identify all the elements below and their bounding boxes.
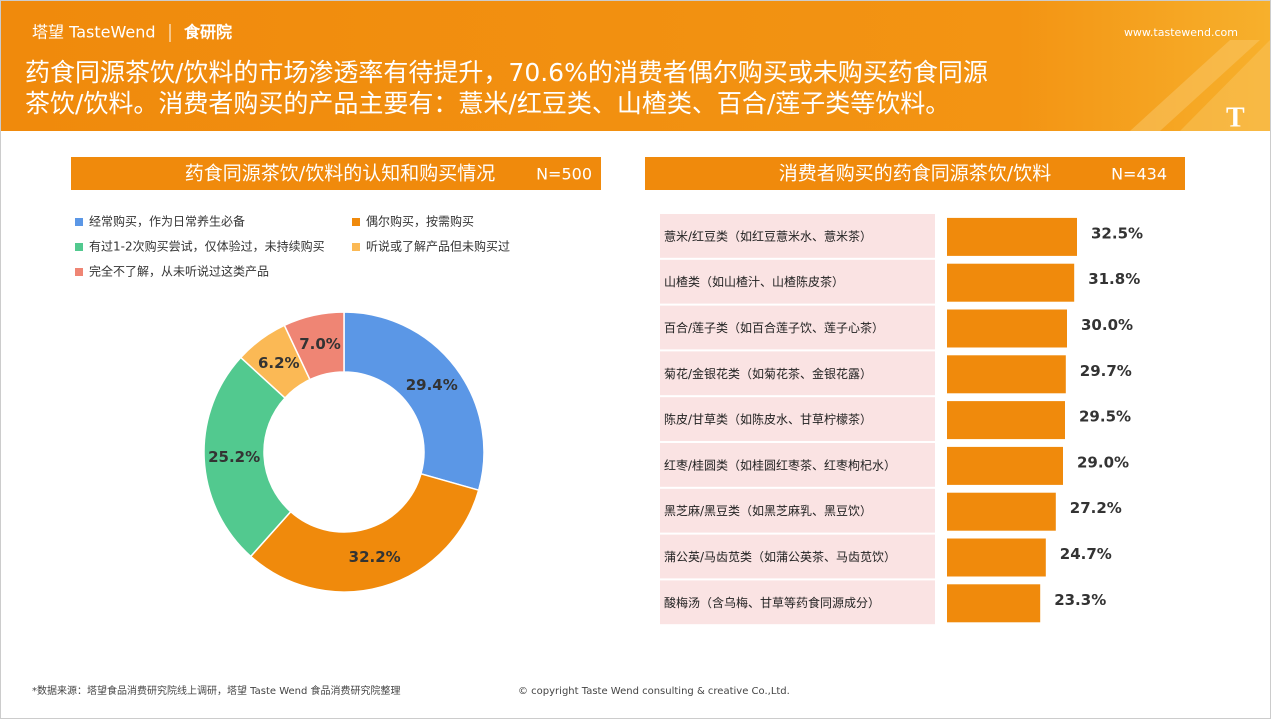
chart-title: 消费者购买的药食同源茶饮/饮料 [779,163,1051,185]
data-label: 30.0% [1081,316,1133,334]
chart-title-bar [645,157,1185,190]
plots: 经常购买，作为日常养生必备 偶尔购买，按需购买有过1-2次购买尝试，仅体验过，未持… [75,214,1143,625]
category-label: 山楂类（如山楂汁、山楂陈皮茶） [664,274,844,289]
category-cell [660,534,935,579]
legend-label: 完全不了解，从未听说过这类产品 [89,264,269,279]
category-cell [660,351,935,396]
bar [947,263,1075,302]
donut-segment [343,311,485,492]
category-label: 菊花/金银花类（如菊花茶、金银花露） [664,366,872,381]
category-cell [660,305,935,350]
bar [947,446,1063,485]
data-label: 6.2% [258,354,300,372]
legend-swatch [352,243,360,251]
category-label: 黑芝麻/黑豆类（如黑芝麻乳、黑豆饮） [664,503,872,518]
data-label: 27.2% [1070,499,1122,517]
source-note: *数据来源：塔望食品消费研究院线上调研，塔望 Taste Wend 食品消费研究… [32,684,401,697]
donut-segment [249,472,480,593]
category-label: 红枣/桂圆类（如桂圆红枣茶、红枣枸杞水） [664,457,896,472]
category-cell [660,443,935,487]
donut-segment [203,356,292,558]
category-cell [660,259,935,304]
data-label: 29.0% [1077,453,1129,471]
bar [947,492,1056,531]
decor-letter: T [1226,102,1245,133]
data-label: 29.7% [1080,362,1132,380]
brand: 塔望 TasteWend [32,23,156,42]
category-label: 陈皮/甘草类（如陈皮水、甘草柠檬茶） [664,412,872,427]
bar [947,217,1077,256]
sample-size: N=434 [1111,165,1167,184]
category-label: 蒲公英/马齿苋类（如蒲公英茶、马齿苋饮） [664,549,896,564]
bar [947,584,1041,623]
chart-title-bar [71,157,601,190]
bar [947,355,1066,394]
headline: 药食同源茶饮/饮料的市场渗透率有待提升，70.6%的消费者偶尔购买或未购买药食同… [25,58,988,87]
header-band [1,1,1270,131]
legend-swatch [352,218,360,226]
data-label: 31.8% [1088,270,1140,288]
data-label: 24.7% [1060,545,1112,563]
legend-swatch [75,218,83,226]
legend-label: 听说或了解产品但未购买过 [366,239,510,254]
data-label: 29.5% [1079,408,1131,426]
data-label: 32.2% [349,548,401,566]
legend-label: 有过1-2次购买尝试，仅体验过，未持续购买 [89,239,325,254]
category-cell [660,214,935,258]
legend-label: 偶尔购买，按需购买 [366,214,474,229]
category-label: 百合/莲子类（如百合莲子饮、莲子心茶） [664,320,884,335]
category-label: 酸梅汤（含乌梅、甘草等药食同源成分） [664,595,880,610]
category-cell [660,397,935,441]
category-cell [660,488,935,533]
data-label: 32.5% [1091,224,1143,242]
bar [947,309,1067,348]
legend-swatch [75,243,83,251]
copyright: © copyright Taste Wend consulting & crea… [518,686,790,697]
legend-swatch [75,268,83,276]
chart-title: 药食同源茶饮/饮料的认知和购买情况 [185,163,495,185]
legend-label: 经常购买，作为日常养生必备 [89,214,245,229]
bar [947,538,1046,577]
headline: 茶饮/饮料。消费者购买的产品主要有：薏米/红豆类、山楂类、百合/莲子类等饮料。 [25,89,950,118]
data-label: 7.0% [299,335,341,353]
decor [1180,40,1270,131]
category-cell [660,580,935,625]
category-label: 薏米/红豆类（如红豆薏米水、薏米茶） [664,228,872,243]
website: www.tastewend.com [1124,26,1238,39]
data-label: 25.2% [208,448,260,466]
data-label: 29.4% [406,376,458,394]
data-label: 23.3% [1054,591,1106,609]
logo: 食研院 [183,23,232,42]
donut-segment [283,311,345,381]
decor [1130,40,1260,131]
sample-size: N=500 [536,165,592,184]
bar [947,401,1065,440]
